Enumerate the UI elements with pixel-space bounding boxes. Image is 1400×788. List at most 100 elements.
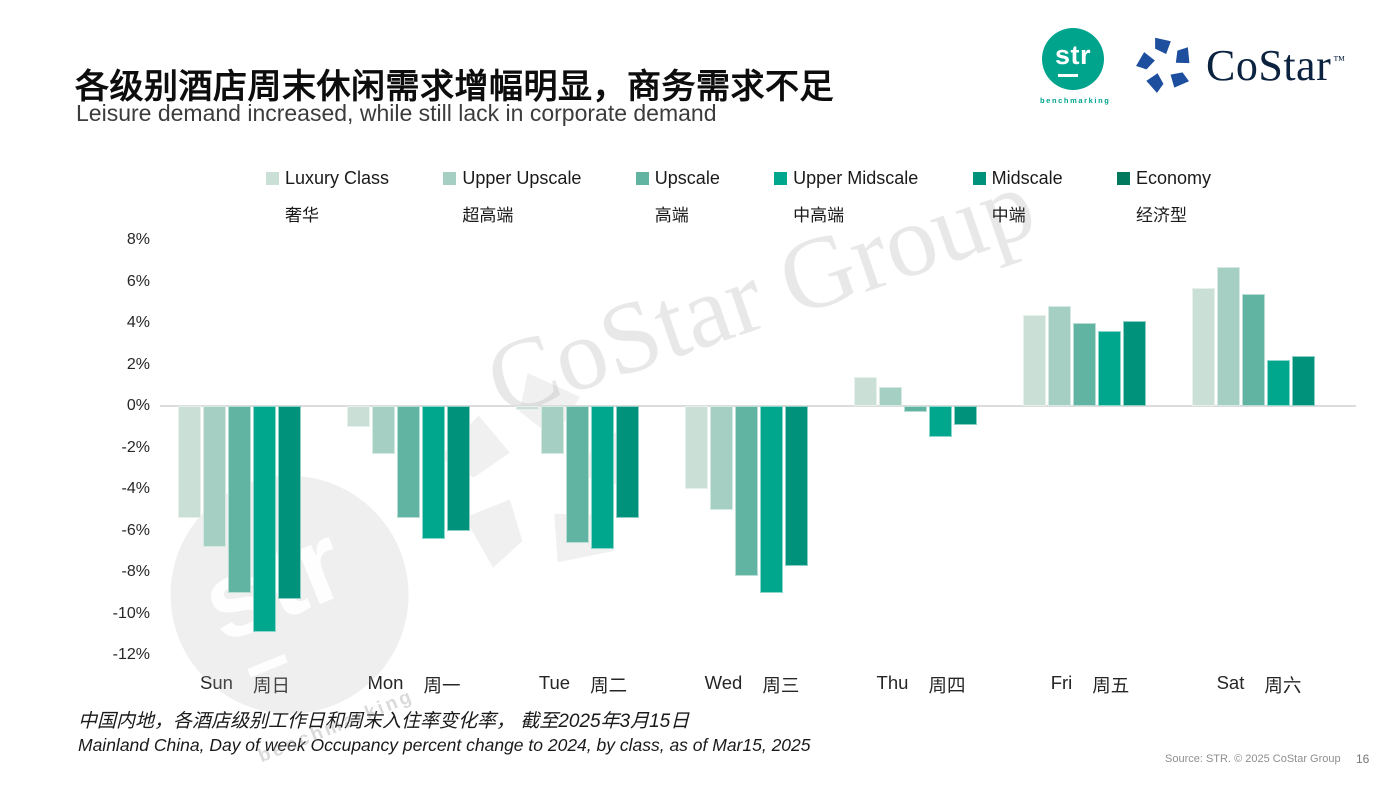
bar-sun-upper-upscale bbox=[202, 406, 226, 548]
bar-fri-upscale bbox=[1072, 323, 1096, 406]
bar-tue-upper-upscale bbox=[540, 406, 564, 454]
bar-sat-upper-upscale bbox=[1216, 266, 1240, 406]
legend-label-en: Upper Upscale bbox=[462, 168, 582, 188]
legend-swatch-icon bbox=[635, 172, 649, 185]
legend-item-upscale: Upscale 高端 bbox=[635, 168, 720, 226]
chart-caption-en: Mainland China, Day of week Occupancy pe… bbox=[78, 735, 811, 755]
plot-area bbox=[160, 230, 1356, 662]
legend-item-upper-midscale: Upper Midscale 中高端 bbox=[774, 168, 918, 226]
chart-caption-zh: 中国内地，各酒店级别工作日和周末入住率变化率， 截至2025年3月15日 bbox=[78, 711, 690, 732]
legend-item-midscale: Midscale 中端 bbox=[972, 168, 1063, 226]
bar-sat-upper-midscale bbox=[1266, 360, 1290, 406]
legend-swatch-icon bbox=[266, 172, 279, 185]
bar-tue-luxury-class bbox=[515, 406, 539, 411]
y-tick-label: -4% bbox=[121, 480, 150, 497]
legend-item-upper-upscale: Upper Upscale 超高端 bbox=[443, 168, 581, 226]
legend-label-en: Midscale bbox=[991, 168, 1063, 188]
bar-sat-midscale bbox=[1291, 356, 1315, 406]
bar-sun-upscale bbox=[227, 406, 251, 593]
costar-trademark: ™ bbox=[1333, 52, 1346, 67]
bar-sat-upscale bbox=[1241, 293, 1265, 406]
bar-sun-midscale bbox=[277, 406, 301, 599]
legend-label-zh: 经济型 bbox=[1135, 206, 1187, 225]
day-label-zh: 周日 bbox=[252, 675, 290, 696]
str-logo-text: str bbox=[1054, 40, 1091, 70]
bar-sun-upper-midscale bbox=[252, 406, 276, 633]
legend-item-row: Upscale bbox=[635, 168, 720, 189]
legend-item-row: Economy bbox=[1116, 168, 1211, 189]
legend-label-zh: 超高端 bbox=[462, 206, 514, 225]
legend-swatch-icon bbox=[1116, 172, 1130, 185]
x-axis-label-fri: Fri 周五 bbox=[1005, 672, 1175, 698]
x-axis-label-sat: Sat 周六 bbox=[1174, 672, 1344, 698]
day-label-zh: 周五 bbox=[1092, 675, 1130, 696]
costar-wordmark: CoStar bbox=[1206, 40, 1332, 90]
bar-wed-upscale bbox=[734, 406, 758, 577]
costar-logo: CoStar ™ bbox=[1136, 36, 1346, 94]
legend-item-economy: Economy 经济型 bbox=[1116, 168, 1211, 226]
str-logo-tagline: benchmarking bbox=[1040, 96, 1111, 105]
bar-mon-upper-upscale bbox=[371, 406, 395, 454]
y-tick-label: 0% bbox=[126, 397, 150, 414]
x-axis-label-wed: Wed 周三 bbox=[667, 672, 837, 698]
y-tick-label: 2% bbox=[126, 355, 150, 373]
y-tick-label: -8% bbox=[121, 563, 150, 580]
bar-thu-upscale bbox=[903, 406, 927, 413]
bar-wed-midscale bbox=[784, 406, 808, 566]
legend-label-en: Economy bbox=[1135, 168, 1211, 188]
y-tick-label: -2% bbox=[121, 438, 150, 456]
bar-fri-midscale bbox=[1122, 320, 1146, 406]
bar-fri-upper-upscale bbox=[1047, 306, 1071, 406]
legend-item-luxury-class: Luxury Class 奢华 bbox=[266, 168, 389, 226]
str-logo-underline bbox=[1058, 74, 1078, 77]
day-label-zh: 周一 bbox=[423, 675, 461, 696]
day-label-en: Sun bbox=[200, 672, 233, 693]
bar-wed-upper-midscale bbox=[759, 406, 783, 593]
legend-item-row: Midscale bbox=[972, 168, 1063, 189]
bar-fri-upper-midscale bbox=[1097, 331, 1121, 406]
x-axis-label-thu: Thu 周四 bbox=[836, 672, 1006, 698]
x-axis-label-sun: Sun 周日 bbox=[160, 672, 330, 698]
legend-label-en: Luxury Class bbox=[285, 168, 390, 188]
y-tick-label: -12% bbox=[112, 646, 150, 663]
legend-label-en: Upper Midscale bbox=[793, 168, 919, 188]
legend-label-en: Upscale bbox=[654, 168, 720, 188]
y-tick-label: 8% bbox=[126, 231, 150, 248]
bar-fri-luxury-class bbox=[1022, 314, 1046, 406]
legend-swatch-icon bbox=[774, 172, 788, 185]
y-tick-label: -6% bbox=[121, 521, 150, 539]
day-label-en: Mon bbox=[367, 672, 404, 693]
bar-sat-luxury-class bbox=[1191, 287, 1215, 406]
bar-tue-upper-midscale bbox=[590, 406, 614, 550]
day-label-zh: 周三 bbox=[762, 675, 800, 696]
str-logo: str benchmarking bbox=[1040, 28, 1111, 105]
bar-tue-midscale bbox=[615, 406, 639, 519]
bar-thu-upper-upscale bbox=[878, 387, 902, 406]
day-label-en: Fri bbox=[1050, 672, 1073, 693]
zero-axis-line bbox=[160, 405, 1356, 407]
legend-item-row: Upper Midscale bbox=[774, 168, 918, 189]
day-label-en: Tue bbox=[538, 672, 571, 693]
legend-label-zh: 中端 bbox=[991, 206, 1026, 225]
bar-thu-luxury-class bbox=[853, 376, 877, 406]
bar-tue-upscale bbox=[565, 406, 589, 543]
day-label-en: Thu bbox=[876, 672, 909, 693]
day-label-en: Wed bbox=[704, 672, 743, 693]
legend-item-row: Upper Upscale bbox=[443, 168, 581, 189]
legend-swatch-icon bbox=[972, 172, 986, 185]
costar-star-icon bbox=[1136, 37, 1190, 93]
bar-mon-luxury-class bbox=[346, 406, 370, 427]
str-logo-circle-icon: str bbox=[1042, 28, 1104, 90]
bar-wed-upper-upscale bbox=[709, 406, 733, 510]
bar-mon-upscale bbox=[396, 406, 420, 519]
x-axis-label-mon: Mon 周一 bbox=[329, 672, 499, 698]
bar-sun-luxury-class bbox=[177, 406, 201, 519]
page-number: 16 bbox=[1356, 752, 1370, 766]
bar-mon-midscale bbox=[446, 406, 470, 531]
x-axis: Sun 周日 Mon 周一 Tue 周二 Wed 周三 Thu 周四 Fri 周五 Sat 周六 bbox=[160, 672, 1356, 700]
x-axis-label-tue: Tue 周二 bbox=[498, 672, 668, 698]
day-label-zh: 周二 bbox=[590, 675, 628, 696]
day-label-zh: 周四 bbox=[928, 675, 966, 696]
bar-thu-upper-midscale bbox=[928, 406, 952, 438]
